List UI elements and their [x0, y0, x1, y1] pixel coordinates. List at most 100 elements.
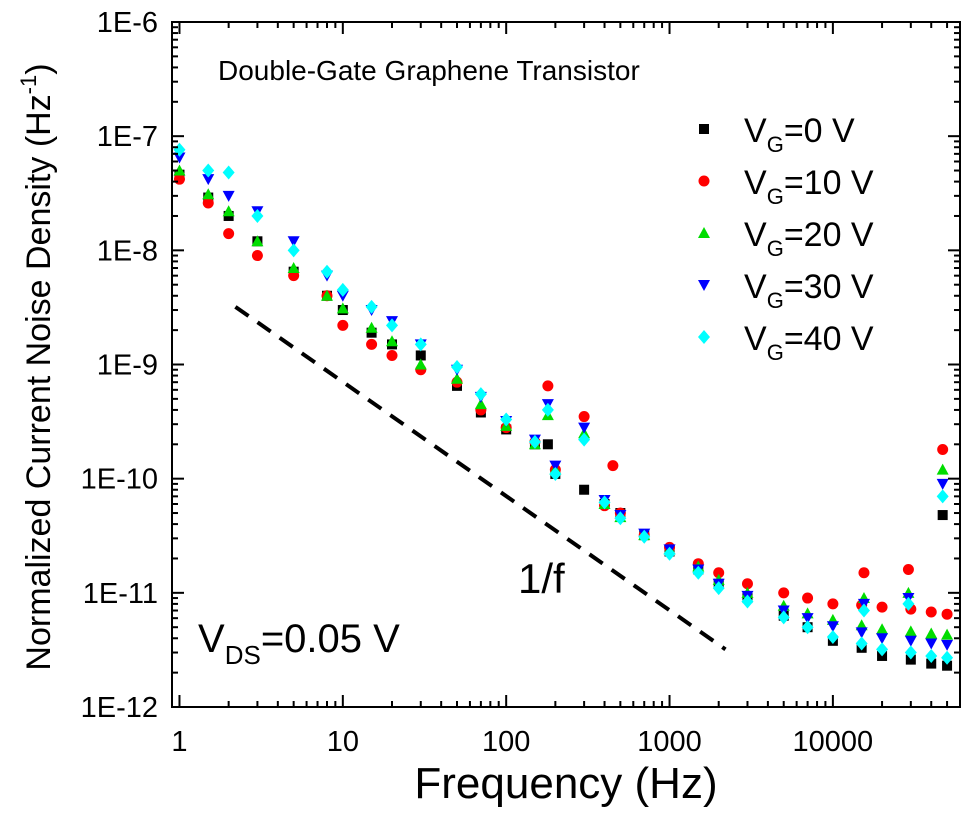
data-point	[337, 319, 349, 331]
data-point	[614, 511, 627, 526]
x-tick-label: 100	[482, 726, 530, 758]
data-point	[926, 658, 937, 669]
data-point	[607, 460, 619, 472]
data-point	[222, 190, 235, 202]
data-point	[855, 627, 868, 639]
data-point	[474, 387, 487, 402]
vds-annotation: VDS=0.05 V	[198, 617, 400, 670]
reference-line-label: 1/f	[518, 555, 565, 602]
legend-marker	[698, 280, 710, 291]
data-point	[365, 321, 378, 333]
data-point	[937, 510, 948, 521]
data-point	[336, 282, 349, 297]
data-point	[876, 633, 889, 645]
data-point	[902, 564, 914, 576]
data-point	[941, 628, 954, 640]
legend-item-4: VG=40 V	[698, 320, 874, 365]
data-point	[802, 592, 814, 604]
legend-marker	[698, 330, 710, 344]
data-point	[202, 174, 215, 186]
legend-label: VG=30 V	[744, 268, 874, 313]
data-point	[251, 250, 263, 262]
data-point	[858, 567, 870, 579]
data-point	[365, 299, 378, 314]
y-tick-label: 1E-7	[97, 121, 158, 153]
data-point	[173, 152, 186, 164]
data-point	[941, 639, 954, 651]
data-point	[578, 432, 591, 447]
data-point	[692, 565, 705, 580]
data-point	[386, 349, 398, 361]
data-point	[663, 546, 676, 561]
data-point	[386, 318, 399, 333]
x-tick-label: 10	[327, 726, 359, 758]
legend-label: VG=10 V	[744, 164, 874, 209]
data-point	[741, 594, 754, 609]
vds-annotation-sub: DS	[225, 640, 261, 670]
data-point	[542, 380, 554, 392]
data-point	[876, 601, 888, 613]
x-axis-title: Frequency (Hz)	[414, 759, 717, 808]
data-point	[541, 402, 554, 417]
data-point	[904, 635, 917, 647]
data-point	[942, 660, 953, 671]
data-point	[777, 610, 790, 625]
reference-line-layer	[234, 305, 727, 651]
y-axis-title-close: )	[20, 63, 58, 74]
data-point	[414, 358, 427, 370]
data-point	[578, 422, 591, 434]
y-axis-title-sup: -1	[16, 75, 41, 95]
y-axis-title-main: Normalized Current Noise Density (Hz	[20, 94, 58, 670]
y-tick-label: 1E-12	[81, 692, 158, 724]
y-axis-title: Normalized Current Noise Density (Hz-1)	[16, 63, 58, 670]
legend-item-0: VG=0 V	[699, 112, 855, 157]
data-point	[549, 460, 562, 472]
data-point	[876, 623, 889, 635]
legend-marker	[698, 175, 710, 187]
data-point	[474, 398, 487, 410]
data-point	[451, 372, 464, 384]
data-point	[222, 165, 235, 180]
data-point	[287, 236, 300, 248]
data-point	[937, 444, 949, 456]
data-points-layer	[173, 142, 954, 671]
data-point	[827, 598, 839, 610]
data-point	[925, 648, 938, 663]
y-tick-label: 1E-9	[97, 350, 158, 382]
data-point	[904, 645, 917, 660]
data-point	[712, 581, 725, 596]
y-tick-label: 1E-6	[97, 7, 158, 39]
data-point	[876, 642, 889, 657]
legend-label: VG=40 V	[744, 320, 874, 365]
data-point	[366, 338, 378, 350]
data-point	[287, 262, 300, 274]
legend-marker	[699, 124, 709, 134]
data-point	[320, 289, 333, 301]
data-point	[826, 621, 839, 633]
data-point	[579, 484, 590, 495]
data-point	[826, 630, 839, 645]
data-point	[941, 608, 953, 620]
data-point	[528, 434, 541, 449]
legend-item-3: VG=30 V	[698, 268, 874, 313]
chart-title: Double-Gate Graphene Transistor	[218, 55, 640, 86]
data-point	[598, 495, 611, 510]
data-point	[336, 302, 349, 314]
data-point	[414, 337, 427, 352]
data-point	[638, 529, 651, 544]
data-point	[936, 463, 949, 475]
data-point	[905, 654, 916, 665]
y-tick-label: 1E-8	[97, 235, 158, 267]
data-point	[202, 197, 214, 209]
data-point	[202, 163, 215, 178]
legend: VG=0 V VG=10 V VG=20 V VG=30 V VG=40 V	[698, 112, 874, 365]
data-point	[578, 411, 590, 423]
data-point	[287, 243, 300, 258]
data-point	[925, 606, 937, 618]
data-point	[904, 625, 917, 637]
data-point	[451, 360, 464, 375]
y-tick-label: 1E-11	[83, 578, 158, 610]
data-point	[415, 350, 426, 361]
x-tick-label: 1000	[637, 726, 702, 758]
